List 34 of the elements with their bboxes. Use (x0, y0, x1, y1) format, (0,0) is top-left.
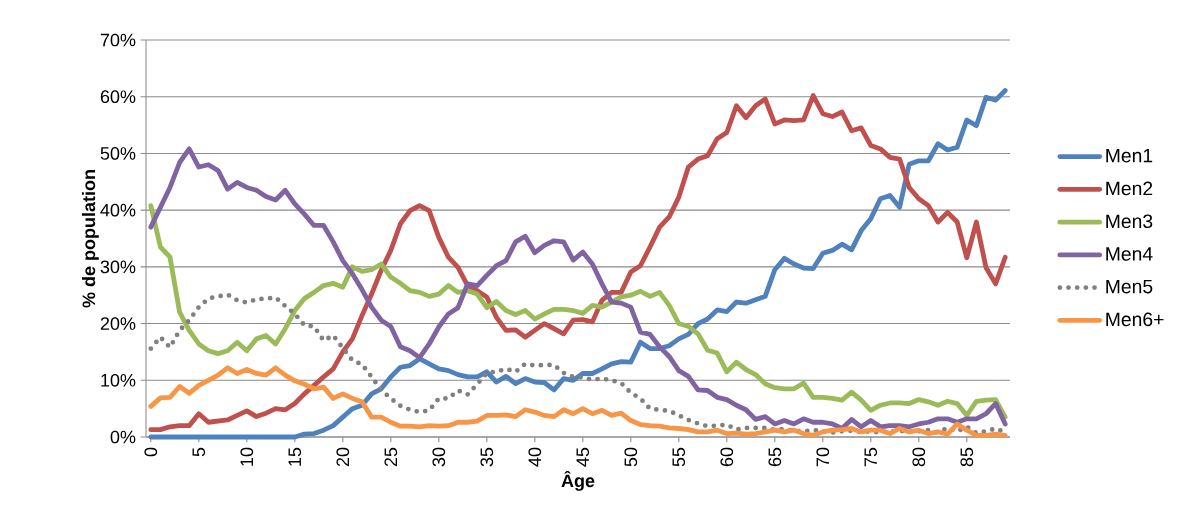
x-tick-label: 10 (240, 447, 254, 466)
y-tick-label: 30% (100, 260, 136, 274)
legend-label: Men1 (1106, 148, 1153, 163)
x-tick-label: 25 (384, 447, 398, 467)
x-tick-label: 50 (624, 447, 638, 467)
y-axis-title: % de population (82, 170, 99, 308)
x-tick-label: 65 (768, 447, 782, 467)
x-tick-label: 5 (192, 447, 206, 457)
x-tick-label: 0 (144, 447, 158, 457)
x-tick-label: 70 (816, 447, 830, 467)
x-tick-label: 80 (912, 447, 926, 467)
x-axis-title: Âge (561, 470, 595, 491)
x-tick-label: 20 (336, 447, 350, 467)
y-tick-label: 70% (100, 33, 136, 47)
legend-label: Men2 (1106, 181, 1153, 196)
y-tick-label: 20% (100, 317, 136, 330)
x-tick-label: 85 (960, 447, 974, 467)
y-tick-label: 40% (100, 203, 136, 217)
x-tick-label: 15 (288, 447, 302, 466)
y-tick-label: 50% (100, 147, 136, 160)
legend-label: Men5 (1106, 279, 1153, 294)
y-tick-label: 0% (110, 430, 136, 444)
y-tick-label: 10% (101, 373, 136, 387)
x-tick-label: 60 (720, 447, 734, 467)
y-tick-label: 60% (100, 90, 136, 104)
legend-label: Men3 (1106, 214, 1153, 229)
x-tick-label: 40 (528, 447, 542, 467)
x-tick-label: 55 (672, 447, 686, 467)
x-tick-label: 30 (432, 447, 446, 467)
x-tick-label: 75 (864, 447, 878, 467)
legend-label: Men4 (1106, 247, 1153, 261)
legend-label: Men6+ (1106, 312, 1164, 327)
x-tick-label: 45 (576, 447, 590, 467)
x-tick-label: 35 (480, 447, 494, 467)
